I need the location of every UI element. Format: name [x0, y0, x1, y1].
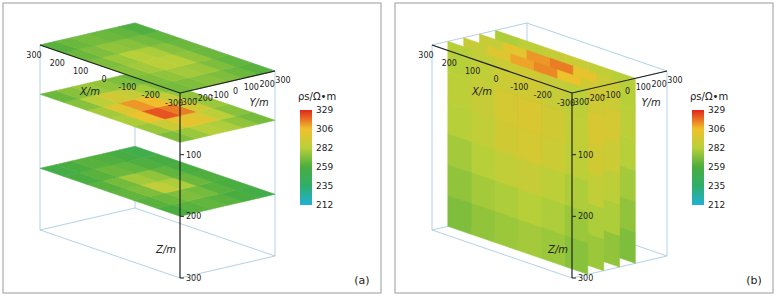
svg-text:212: 212 [708, 200, 725, 210]
svg-text:0: 0 [101, 75, 106, 84]
svg-text:-300: -300 [178, 98, 198, 107]
svg-text:329: 329 [708, 105, 725, 115]
svg-text:200: 200 [442, 59, 457, 68]
svg-text:-100: -100 [603, 91, 621, 100]
svg-text:Y/m: Y/m [250, 97, 269, 108]
svg-text:200: 200 [186, 212, 201, 221]
svg-text:(b): (b) [746, 274, 762, 287]
svg-text:-100: -100 [118, 83, 136, 92]
svg-text:235: 235 [316, 181, 333, 191]
svg-text:306: 306 [316, 124, 333, 134]
svg-text:X/m: X/m [471, 86, 492, 97]
svg-text:-200: -200 [194, 94, 213, 104]
svg-text:259: 259 [708, 162, 725, 172]
svg-text:200: 200 [50, 59, 65, 68]
svg-text:282: 282 [316, 143, 333, 153]
svg-text:300: 300 [667, 76, 682, 85]
svg-text:-300: -300 [164, 99, 184, 108]
svg-text:100: 100 [244, 83, 259, 92]
svg-text:300: 300 [418, 51, 433, 60]
svg-text:282: 282 [708, 143, 725, 153]
svg-text:235: 235 [708, 181, 725, 191]
svg-text:100: 100 [465, 67, 480, 76]
svg-text:-100: -100 [510, 83, 528, 92]
svg-text:100: 100 [578, 151, 593, 160]
svg-text:100: 100 [73, 67, 88, 76]
svg-text:(a): (a) [354, 274, 369, 287]
svg-text:306: 306 [708, 124, 725, 134]
svg-text:259: 259 [316, 162, 333, 172]
svg-text:100: 100 [186, 151, 201, 160]
svg-text:100: 100 [636, 83, 651, 92]
svg-text:200: 200 [260, 80, 275, 89]
svg-text:200: 200 [578, 212, 593, 221]
svg-text:ρs/Ω•m: ρs/Ω•m [298, 91, 336, 102]
svg-text:X/m: X/m [79, 86, 100, 97]
svg-text:Z/m: Z/m [155, 244, 176, 255]
svg-text:0: 0 [233, 87, 238, 96]
svg-text:300: 300 [578, 274, 593, 283]
svg-text:300: 300 [26, 51, 41, 60]
svg-text:300: 300 [275, 76, 290, 85]
svg-text:212: 212 [316, 200, 333, 210]
svg-text:-100: -100 [211, 91, 229, 100]
svg-text:-200: -200 [534, 91, 552, 100]
svg-text:200: 200 [652, 80, 667, 89]
svg-text:-200: -200 [586, 94, 605, 104]
svg-text:-300: -300 [556, 99, 576, 108]
svg-text:-200: -200 [142, 91, 160, 100]
svg-text:Z/m: Z/m [547, 244, 568, 255]
svg-text:0: 0 [625, 87, 630, 96]
svg-text:329: 329 [316, 105, 333, 115]
svg-text:-300: -300 [570, 98, 590, 107]
svg-text:300: 300 [186, 274, 201, 283]
svg-text:0: 0 [493, 75, 498, 84]
svg-text:Y/m: Y/m [642, 97, 661, 108]
svg-text:ρs/Ω•m: ρs/Ω•m [690, 91, 728, 102]
